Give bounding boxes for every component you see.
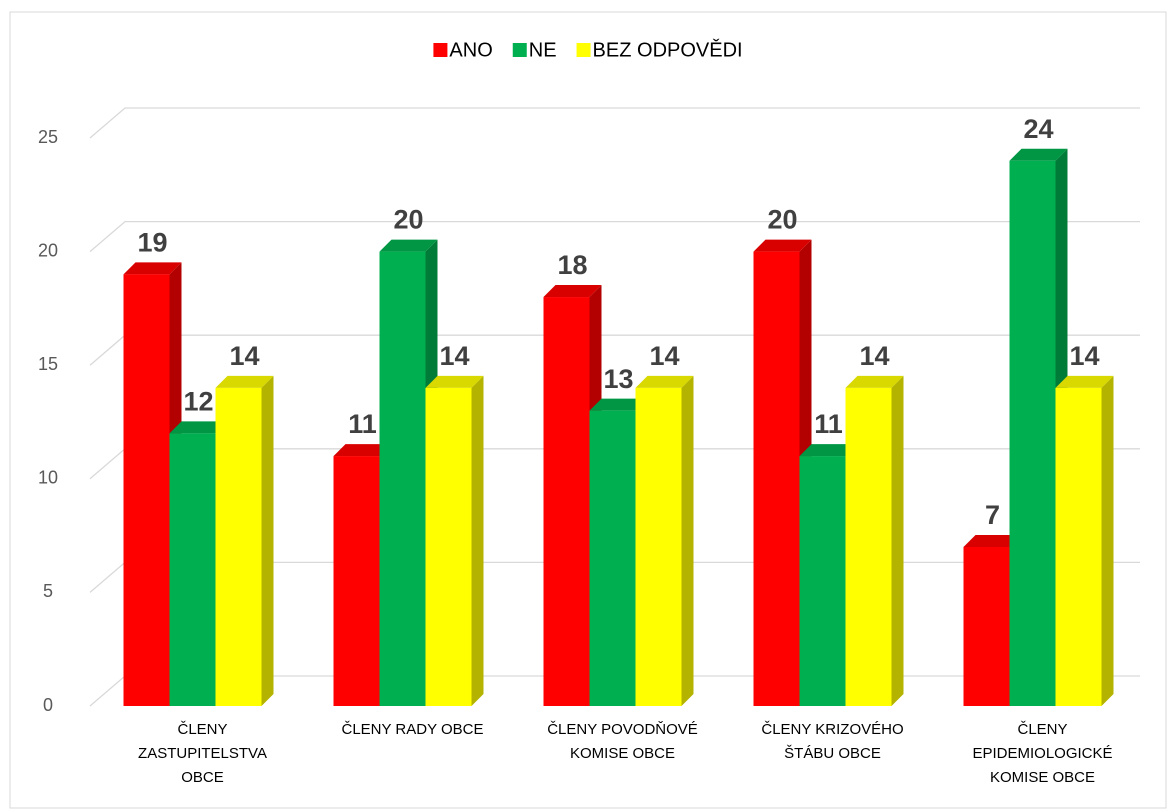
legend-label: ANO <box>449 39 492 61</box>
legend: ANO NE BEZ ODPOVĚDI <box>433 38 743 61</box>
data-label: 11 <box>814 409 843 439</box>
data-label: 14 <box>649 341 679 371</box>
x-tick-label: ČLENY EPIDEMIOLOGICKÉ KOMISE OBCE <box>972 721 1113 786</box>
bar-top <box>169 421 228 434</box>
legend-label: BEZ ODPOVĚDI <box>593 38 743 61</box>
data-label: 24 <box>1023 114 1053 144</box>
bar-front <box>215 387 262 706</box>
bar-front <box>845 387 892 706</box>
bar-front <box>425 387 472 706</box>
bar-side <box>1101 375 1114 706</box>
bar-top <box>963 534 1022 547</box>
bar-front <box>635 387 682 706</box>
bar <box>425 375 484 706</box>
data-label: 7 <box>985 500 1000 530</box>
bar-top <box>425 375 484 388</box>
data-label: 11 <box>348 409 377 439</box>
bar-front <box>169 433 216 706</box>
bar-top <box>753 239 812 252</box>
data-label: 13 <box>603 364 633 394</box>
data-label: 20 <box>393 205 423 235</box>
bar <box>845 375 904 706</box>
x-tick-label: ČLENY ZASTUPITELSTVA OBCE <box>138 721 267 786</box>
bar-top <box>589 398 648 411</box>
bar-front <box>543 297 590 706</box>
data-label: 20 <box>767 205 797 235</box>
bar-front <box>1055 387 1102 706</box>
bar <box>1055 375 1114 706</box>
legend-swatch <box>576 43 591 57</box>
legend-swatch <box>512 43 527 57</box>
bar-top <box>1055 375 1114 388</box>
data-label: 12 <box>183 386 213 416</box>
y-tick-label: 10 <box>38 468 58 488</box>
bar-front <box>589 410 636 706</box>
chart-border <box>9 11 1167 809</box>
y-tick-label: 5 <box>43 581 53 601</box>
y-tick-label: 25 <box>38 127 58 147</box>
bar-top <box>799 444 858 457</box>
bar-front <box>753 251 800 706</box>
bar-top <box>123 262 182 275</box>
bar <box>635 375 694 706</box>
data-label: 18 <box>557 250 587 280</box>
bar-side <box>261 375 274 706</box>
bar-front <box>963 546 1010 706</box>
x-tick-label: ČLENY POVODŇOVÉ KOMISE OBCE <box>547 721 698 762</box>
y-tick-label: 20 <box>38 240 58 260</box>
bar <box>543 285 602 706</box>
bar-top <box>1009 148 1068 161</box>
y-tick-label: 0 <box>43 695 53 715</box>
bar-front <box>333 456 380 706</box>
grid-line <box>89 107 1140 139</box>
data-label: 14 <box>1069 341 1099 371</box>
bar-side <box>681 375 694 706</box>
data-label: 14 <box>229 341 259 371</box>
bar-front <box>1009 160 1056 707</box>
data-label: 19 <box>137 227 167 257</box>
legend-swatch <box>433 43 448 57</box>
bar-top <box>845 375 904 388</box>
bar-top <box>543 285 602 298</box>
bar-top <box>333 444 392 457</box>
bar-side <box>891 375 904 706</box>
data-label: 14 <box>439 341 469 371</box>
bar-front <box>379 251 426 706</box>
x-tick-label: ČLENY KRIZOVÉHO ŠTÁBU OBCE <box>761 721 904 762</box>
bar <box>215 375 274 706</box>
bar-top <box>635 375 694 388</box>
grid-line <box>89 220 1140 253</box>
bar-front <box>123 274 170 706</box>
data-label: 14 <box>859 341 889 371</box>
bar-top <box>379 239 438 252</box>
y-tick-label: 15 <box>38 354 58 374</box>
x-tick-label: ČLENY RADY OBCE <box>341 721 484 738</box>
legend-label: NE <box>529 39 557 61</box>
bar-side <box>471 375 484 706</box>
bar-front <box>799 456 846 706</box>
bar-top <box>215 375 274 388</box>
